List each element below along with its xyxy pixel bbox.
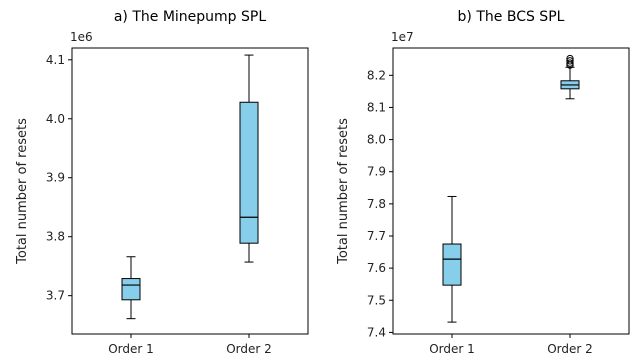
box-iqr — [239, 101, 259, 244]
box-order-2 — [239, 54, 259, 263]
y-tick-label: 7.4 — [367, 325, 386, 339]
plot-frame — [71, 47, 309, 335]
box-order-1 — [121, 256, 141, 320]
box-order-1 — [442, 195, 462, 323]
y-tick-label: 7.8 — [367, 197, 386, 211]
box-iqr — [121, 278, 141, 301]
chart-panel-2: b) The BCS SPL 1e7 Total number of resets 7… — [336, 9, 630, 356]
y-tick-label: 4.0 — [46, 112, 65, 126]
y-axis-label: Total number of resets — [336, 118, 351, 265]
chart-panel-1: a) The Minepump SPL 1e6 Total number of re… — [15, 9, 309, 356]
x-tick-label: Order 1 — [429, 342, 475, 356]
chart-title: b) The BCS SPL — [458, 9, 565, 25]
y-tick-label: 8.0 — [367, 133, 386, 147]
y-tick-label: 7.6 — [367, 261, 386, 275]
box-iqr — [442, 243, 462, 286]
axis-multiplier: 1e6 — [70, 30, 93, 44]
y-tick-label: 7.9 — [367, 165, 386, 179]
y-tick-label: 7.7 — [367, 229, 386, 243]
y-tick-label: 4.1 — [46, 53, 65, 67]
box-order-2 — [560, 54, 580, 100]
x-tick-label: Order 1 — [108, 342, 154, 356]
y-tick-label: 3.8 — [46, 230, 65, 244]
y-tick-label: 3.9 — [46, 171, 65, 185]
outlier-point — [566, 57, 574, 65]
axis-multiplier: 1e7 — [391, 30, 414, 44]
y-axis-label: Total number of resets — [15, 118, 30, 265]
chart-title: a) The Minepump SPL — [114, 9, 266, 25]
y-tick-label: 7.5 — [367, 293, 386, 307]
x-tick-label: Order 2 — [547, 342, 593, 356]
y-tick-label: 3.7 — [46, 289, 65, 303]
x-tick-label: Order 2 — [226, 342, 272, 356]
outlier-point — [566, 59, 574, 67]
y-tick-label: 8.1 — [367, 100, 386, 114]
plot-frame — [392, 47, 630, 335]
y-tick-label: 8.2 — [367, 68, 386, 82]
outlier-point — [566, 54, 574, 63]
